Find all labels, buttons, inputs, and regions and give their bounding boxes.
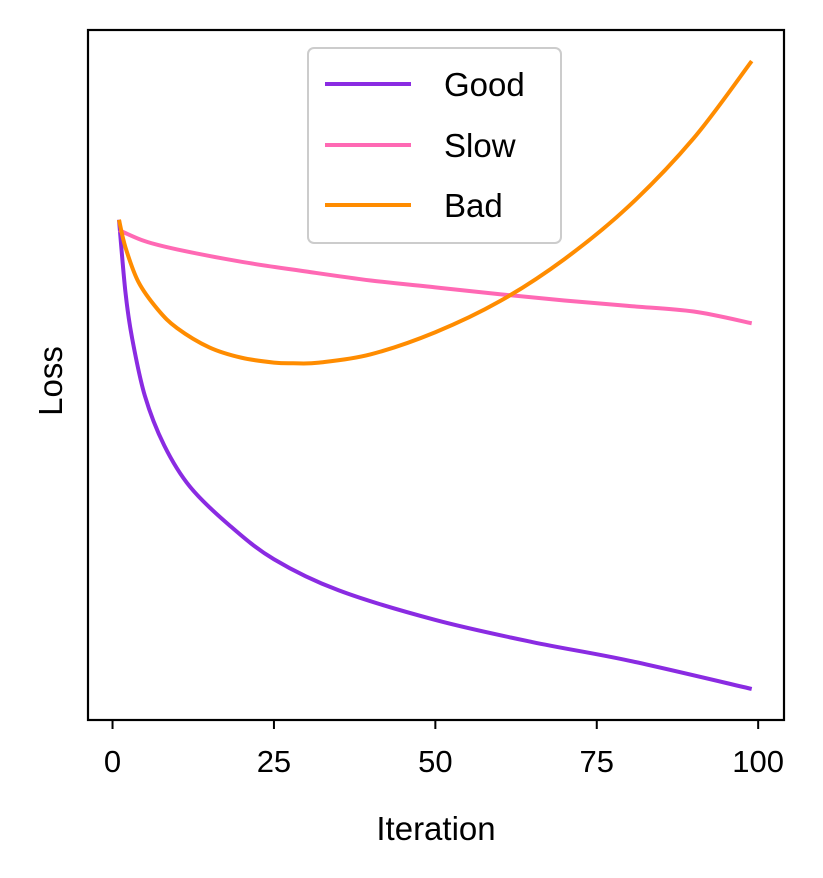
legend-label-bad: Bad xyxy=(444,187,503,224)
x-tick-label: 75 xyxy=(580,744,614,779)
x-tick-label: 100 xyxy=(732,744,784,779)
series-line-bad xyxy=(117,59,754,366)
series-line-slow xyxy=(118,228,753,326)
series-layer xyxy=(116,59,754,691)
legend-label-slow: Slow xyxy=(444,127,516,164)
legend: Good Slow Bad xyxy=(307,47,562,244)
x-axis-ticks: 0 25 50 75 100 xyxy=(104,720,784,779)
x-tick-label: 50 xyxy=(418,744,452,779)
series-line-good xyxy=(116,219,753,691)
legend-box xyxy=(307,47,562,244)
x-tick-label: 0 xyxy=(104,744,121,779)
x-tick-label: 25 xyxy=(257,744,291,779)
legend-label-good: Good xyxy=(444,66,525,103)
x-axis-label: Iteration xyxy=(376,810,495,847)
y-axis-label: Loss xyxy=(32,346,69,416)
